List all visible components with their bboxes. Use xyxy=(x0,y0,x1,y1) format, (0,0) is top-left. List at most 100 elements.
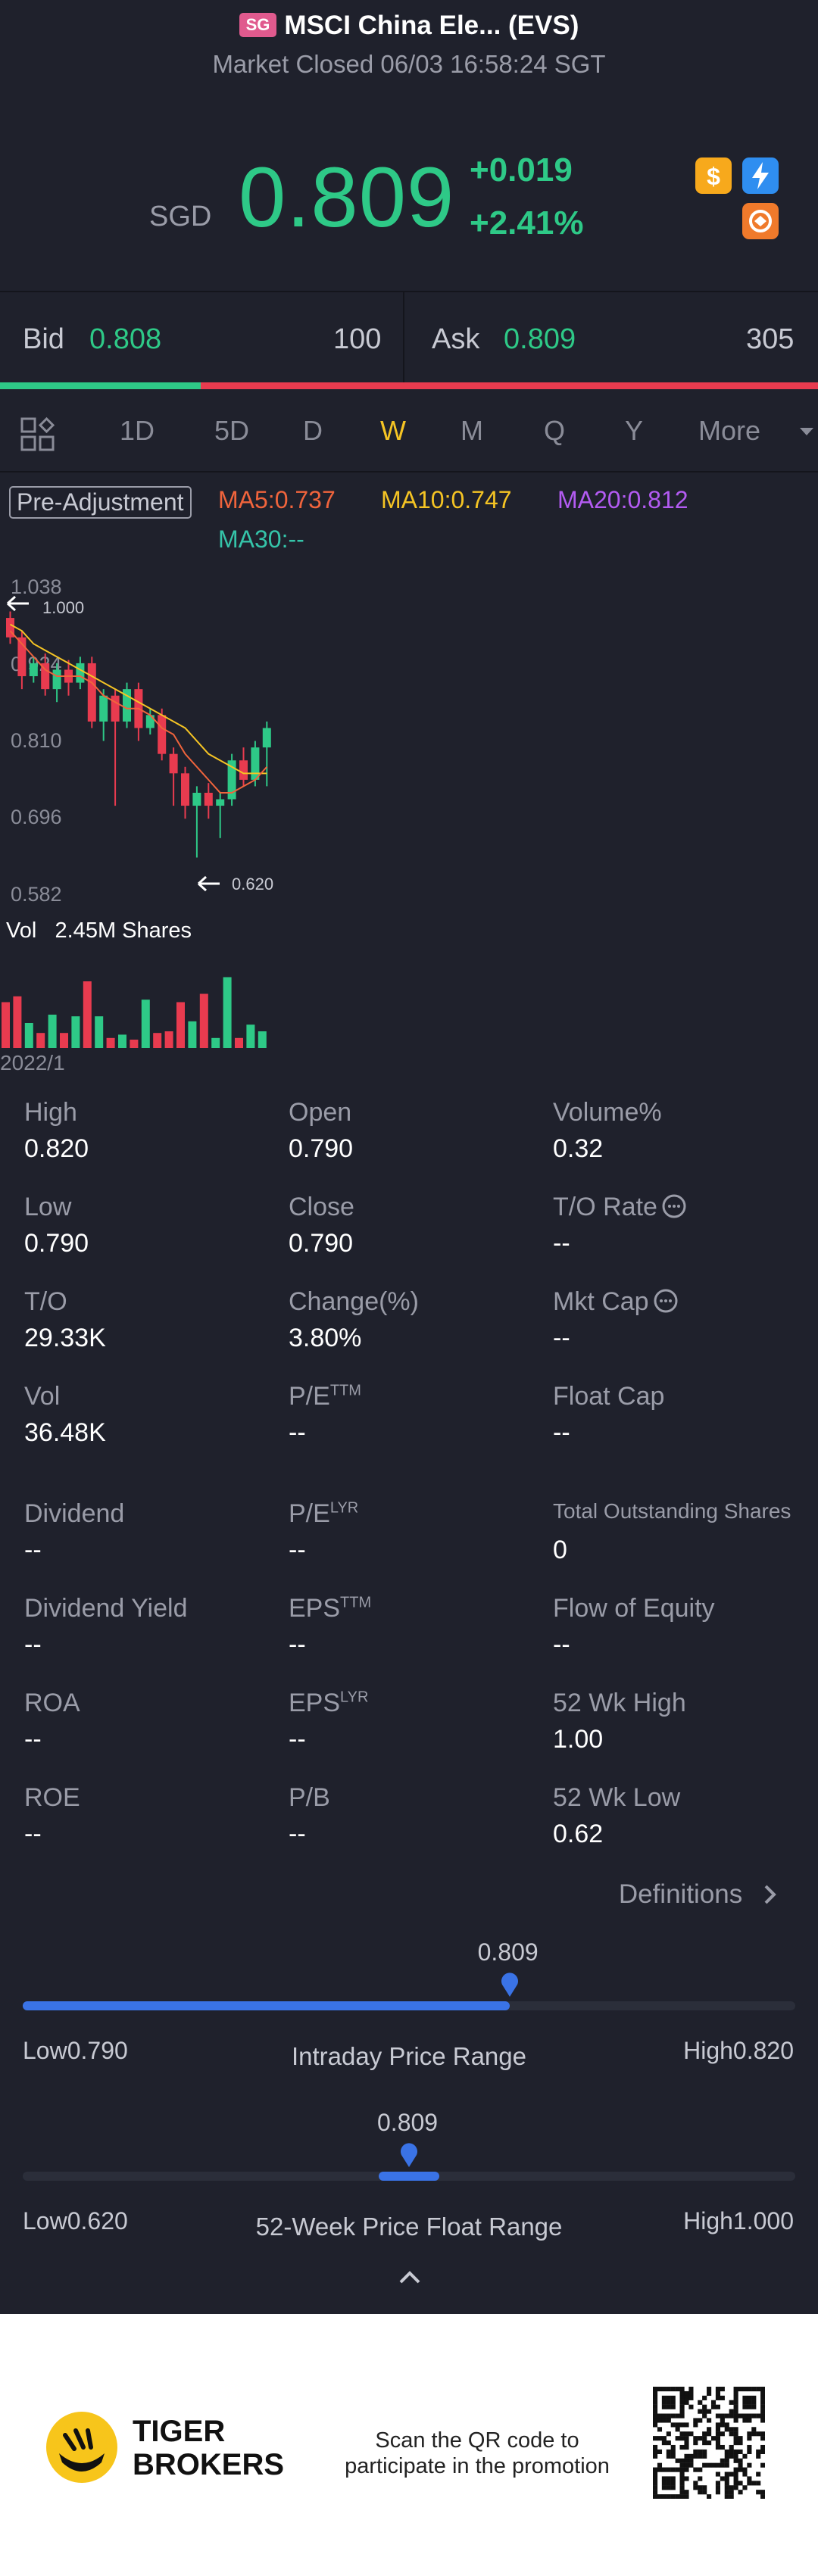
qr-module xyxy=(747,2481,752,2486)
stat-label: 52 Wk High xyxy=(553,1689,686,1718)
exchange-icon[interactable] xyxy=(742,203,779,239)
candle-body xyxy=(181,773,189,806)
qr-module xyxy=(684,2444,689,2450)
quote-header: SG MSCI China Ele... (EVS) Market Closed … xyxy=(0,0,818,291)
stat-label: Mkt Cap xyxy=(553,1287,679,1317)
qr-module xyxy=(756,2431,761,2437)
tab-year[interactable]: Y xyxy=(625,415,644,446)
qr-module xyxy=(729,2409,734,2414)
qr-module xyxy=(720,2458,725,2463)
qr-module xyxy=(715,2431,720,2437)
qr-module xyxy=(698,2436,703,2441)
volume-bar xyxy=(71,1016,80,1048)
tab-1d[interactable]: 1D xyxy=(120,415,155,446)
qr-module xyxy=(666,2404,671,2409)
qr-module xyxy=(684,2476,689,2481)
tab-week[interactable]: W xyxy=(380,415,406,446)
tab-month[interactable]: M xyxy=(461,415,483,446)
qr-module xyxy=(733,2440,738,2446)
qr-module xyxy=(670,2404,676,2409)
stat-label-text: P/E xyxy=(289,1499,330,1528)
candle-body xyxy=(169,753,178,774)
qr-module xyxy=(679,2462,685,2468)
qr-module xyxy=(707,2462,712,2468)
chevron-down-icon[interactable] xyxy=(798,426,815,441)
qr-module xyxy=(733,2395,738,2400)
qr-module xyxy=(661,2485,667,2490)
chevron-up-icon[interactable] xyxy=(398,2269,422,2289)
stat-label-text: EPS xyxy=(289,1594,341,1623)
qr-module xyxy=(724,2472,729,2477)
qr-module xyxy=(715,2440,720,2446)
tab-quarter[interactable]: Q xyxy=(544,415,566,446)
qr-module xyxy=(698,2400,703,2405)
qr-module xyxy=(747,2395,752,2400)
definitions-link[interactable]: Definitions xyxy=(619,1879,780,1910)
qr-module xyxy=(729,2427,734,2432)
qr-module xyxy=(747,2449,752,2454)
stat-value: -- xyxy=(289,1536,306,1564)
stat-label-text: T/O Rate xyxy=(553,1193,657,1221)
layout-grid-icon[interactable] xyxy=(20,416,56,457)
bid-price: 0.808 xyxy=(89,323,162,355)
qr-module xyxy=(724,2458,729,2463)
qr-module xyxy=(666,2418,671,2423)
qr-module xyxy=(653,2409,658,2414)
more-info-icon[interactable] xyxy=(652,1287,679,1315)
qr-module xyxy=(666,2453,671,2459)
qr-code-icon[interactable] xyxy=(653,2387,765,2499)
qr-module xyxy=(760,2449,765,2454)
qr-module xyxy=(733,2400,738,2405)
stat-label: Float Cap xyxy=(553,1382,664,1411)
qr-module xyxy=(653,2490,658,2495)
lightning-icon[interactable] xyxy=(742,157,779,194)
qr-module xyxy=(675,2436,680,2441)
stock-title[interactable]: SG MSCI China Ele... (EVS) xyxy=(0,11,818,41)
arrow-left-icon xyxy=(6,595,29,612)
qr-module xyxy=(738,2490,743,2495)
qr-module xyxy=(679,2467,685,2472)
qr-module xyxy=(698,2476,703,2481)
qr-module xyxy=(702,2409,707,2414)
qr-module xyxy=(715,2436,720,2441)
qr-module xyxy=(666,2481,671,2486)
qr-module xyxy=(661,2440,667,2446)
qr-module xyxy=(760,2390,765,2397)
qr-module xyxy=(733,2404,738,2409)
last-price: 0.809 xyxy=(239,150,455,245)
qr-module xyxy=(742,2472,748,2477)
qr-module xyxy=(738,2481,743,2486)
qr-module xyxy=(738,2387,743,2392)
market-status: Market Closed 06/03 16:58:24 SGT xyxy=(212,50,606,78)
qr-module xyxy=(666,2449,671,2454)
qr-module xyxy=(720,2387,725,2392)
candle-body xyxy=(227,760,236,800)
qr-module xyxy=(733,2449,738,2454)
stat-label-text: Flow of Equity xyxy=(553,1594,715,1623)
volume-bar xyxy=(83,981,92,1048)
candle-body xyxy=(204,792,213,806)
qr-module xyxy=(670,2387,676,2392)
volume-bar xyxy=(95,1016,104,1048)
qr-module xyxy=(693,2422,698,2428)
pre-adjustment-toggle[interactable]: Pre-Adjustment xyxy=(9,486,192,519)
intraday-range-track xyxy=(23,2001,795,2010)
more-info-icon[interactable] xyxy=(660,1193,688,1220)
qr-module xyxy=(720,2422,725,2428)
week52-range-track xyxy=(23,2172,795,2181)
tab-5d[interactable]: 5D xyxy=(214,415,250,446)
qr-module xyxy=(747,2418,752,2423)
stat-label: EPSLYR xyxy=(289,1689,368,1718)
dollar-icon[interactable]: $ xyxy=(695,157,732,194)
qr-module xyxy=(715,2404,720,2409)
volume-bar xyxy=(188,1021,197,1048)
tab-more[interactable]: More xyxy=(698,415,761,446)
qr-module xyxy=(738,2462,743,2468)
stat-label-text: High xyxy=(24,1098,77,1127)
tab-day[interactable]: D xyxy=(303,415,323,446)
volume-chart[interactable] xyxy=(0,960,280,1048)
stat-label: Open xyxy=(289,1098,351,1127)
ma10-value: MA10:0.747 xyxy=(381,486,512,513)
candlestick-chart[interactable] xyxy=(0,575,280,893)
intraday-low: Low0.790 xyxy=(23,2037,128,2064)
